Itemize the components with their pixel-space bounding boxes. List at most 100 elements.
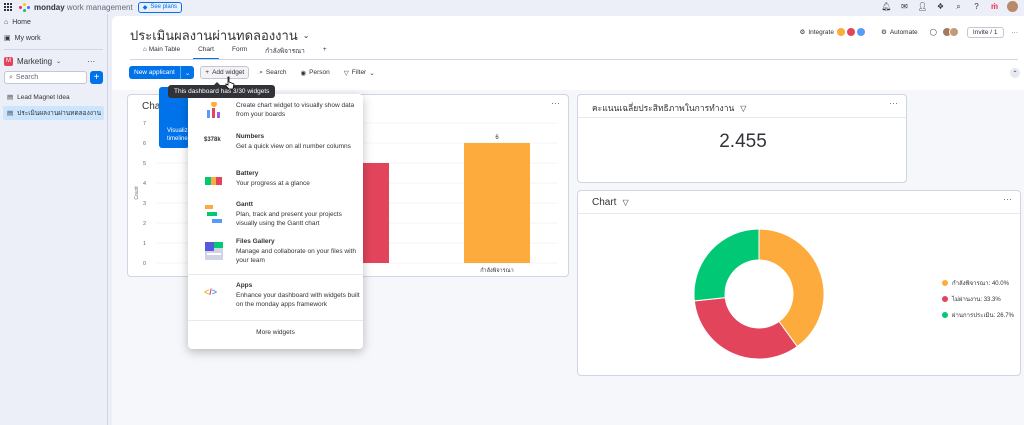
board-icon: ▤: [7, 110, 14, 117]
chevron-down-icon: ⌄: [56, 58, 62, 65]
bell-icon[interactable]: 🔔︎: [881, 2, 892, 11]
tab-chart[interactable]: Chart: [189, 44, 223, 60]
more-icon[interactable]: ···: [1011, 28, 1019, 36]
search-button[interactable]: ⌕ Search: [259, 68, 287, 77]
gantt-widget-icon: [204, 204, 224, 223]
apps-icon[interactable]: ❖: [936, 2, 945, 11]
new-applicant-button[interactable]: New applicant ⌄: [129, 66, 195, 79]
help-icon[interactable]: ?: [974, 2, 979, 11]
legend-swatch: [942, 296, 948, 302]
widget-option-apps[interactable]: </> Apps Enhance your dashboard with wid…: [204, 282, 360, 308]
automate-button[interactable]: ⚙ Automate: [880, 28, 918, 37]
board-header: ประเมินผลงานผ่านทดลองงาน ⌄ ⚙ Integrate ⚙…: [112, 16, 1024, 90]
widget-title: Chart ▽: [592, 197, 629, 208]
inbox-icon[interactable]: ✉: [901, 2, 908, 11]
person-filter-button[interactable]: ◉ Person: [300, 69, 330, 77]
app-switcher-icon[interactable]: [4, 3, 12, 11]
chevron-down-icon[interactable]: ⌄: [179, 66, 194, 79]
chevron-down-icon: ⌄: [369, 69, 375, 77]
widget-option-chart[interactable]: Create chart widget to visually show dat…: [188, 100, 363, 132]
widget-title: คะแนนเฉลี่ยประสิทธิภาพในการทำงาน ▽: [592, 103, 747, 113]
workspace-selector[interactable]: M Marketing ⌄ ···: [4, 56, 96, 66]
integrate-button[interactable]: ⚙ Integrate: [795, 26, 869, 38]
legend-label: ไม่ผ่านงาน: 33.3%: [952, 297, 1001, 303]
brand-name: monday work management: [34, 2, 133, 12]
divider: [188, 320, 363, 321]
divider: [578, 213, 1020, 214]
widget-option-battery[interactable]: Battery Your progress at a glance: [188, 170, 363, 202]
widget-menu-icon[interactable]: ···: [551, 98, 560, 108]
y-tick-label: 2: [143, 221, 146, 227]
legend-label: ผ่านการประเมิน: 26.7%: [952, 313, 1014, 319]
y-tick-label: 7: [143, 121, 146, 127]
y-tick-label: 4: [143, 181, 146, 187]
divider: [4, 49, 103, 50]
invite-button[interactable]: Invite / 1: [966, 26, 1004, 38]
chevron-down-icon: ⌄: [302, 31, 310, 40]
sidebar-item-my-work[interactable]: ▣ My work: [4, 34, 41, 43]
legend-item[interactable]: ไม่ผ่านงาน: 33.3%: [942, 294, 1001, 304]
donut-chart: [693, 228, 825, 360]
sidebar-board-lead-magnet[interactable]: ▤ Lead Magnet Idea: [7, 93, 70, 102]
data-label: 6: [495, 135, 499, 141]
tab-form[interactable]: Form: [231, 46, 248, 53]
pie-slice: [693, 297, 798, 360]
legend-item[interactable]: ผ่านการประเมิน: 26.7%: [942, 310, 1014, 320]
chart-widget-icon: [204, 101, 224, 120]
widget-option-gantt[interactable]: Gantt Plan, track and present your proje…: [188, 201, 363, 233]
view-tabs: ⌂ Main Table Chart Form กำลังพิจารณา +: [134, 44, 336, 60]
invite-members-icon[interactable]: 👤︎: [917, 2, 928, 11]
see-plans-button[interactable]: ◆ See plans: [137, 1, 183, 13]
board-title[interactable]: ประเมินผลงานผ่านทดลองงาน ⌄: [130, 28, 310, 43]
add-widget-button[interactable]: + Add widget: [200, 66, 250, 79]
legend-label: กำลังพิจารณา: 40.0%: [952, 281, 1009, 287]
diamond-icon: ◆: [142, 4, 148, 11]
collapse-header-button[interactable]: ⌃: [1010, 68, 1020, 78]
more-widgets-link[interactable]: More widgets: [256, 329, 295, 336]
search-icon[interactable]: ⌕: [956, 1, 961, 11]
filter-icon: ▽: [343, 69, 349, 77]
robot-icon: ⚙: [880, 29, 887, 36]
widget-count-tooltip: This dashboard has 3/30 widgets: [168, 82, 276, 98]
monday-logo-icon[interactable]: ṁ: [990, 2, 999, 11]
bar: [464, 143, 530, 263]
add-widget-menu: Create chart widget to visually show dat…: [188, 94, 363, 349]
pie-chart-widget: Chart ▽ ··· กำลังพิจารณา: 40.0% ไม่ผ่านงา…: [577, 190, 1021, 376]
tab-main-table[interactable]: ⌂ Main Table: [143, 46, 181, 53]
filter-button[interactable]: ▽ Filter ⌄: [343, 69, 375, 77]
battery-widget-icon: [204, 172, 224, 190]
widget-menu-icon[interactable]: ···: [1003, 194, 1012, 204]
filter-icon[interactable]: ▽: [622, 198, 629, 207]
avatar[interactable]: [1007, 1, 1018, 12]
plus-icon: +: [205, 69, 210, 76]
sidebar-board-evaluation[interactable]: ▤ ประเมินผลงานผ่านทดลองงาน: [3, 106, 104, 120]
search-icon: ⌕: [9, 73, 13, 81]
widget-title: Cha: [142, 101, 161, 112]
pie-slice: [758, 228, 825, 348]
home-icon: ⌂: [143, 46, 147, 53]
number-value: 2.455: [719, 131, 767, 152]
filter-icon[interactable]: ▽: [740, 103, 747, 113]
board-members[interactable]: [941, 27, 959, 37]
sidebar-search-input[interactable]: ⌕ Search: [4, 71, 87, 84]
pie-slice: [693, 228, 760, 302]
y-tick-label: 1: [143, 241, 146, 247]
divider: [130, 59, 1018, 60]
more-icon[interactable]: ···: [87, 56, 96, 66]
add-view-button[interactable]: +: [322, 46, 327, 53]
widget-option-files-gallery[interactable]: Files Gallery Manage and collaborate on …: [188, 238, 363, 270]
tab-pending[interactable]: กำลังพิจารณา: [265, 48, 305, 55]
widget-menu-icon[interactable]: ···: [889, 98, 898, 108]
legend-swatch: [942, 280, 948, 286]
integration-icons: [836, 28, 865, 36]
add-item-button[interactable]: +: [90, 71, 103, 84]
files-gallery-icon: [204, 241, 224, 260]
sidebar-item-home[interactable]: ⌂ Home: [4, 18, 31, 26]
widget-option-numbers[interactable]: $378k Numbers Get a quick view on all nu…: [188, 133, 363, 165]
y-tick-label: 6: [143, 141, 146, 147]
legend-item[interactable]: กำลังพิจารณา: 40.0%: [942, 278, 1009, 288]
y-tick-label: 3: [143, 201, 146, 207]
chat-icon[interactable]: ◯: [929, 29, 937, 36]
top-bar: monday work management ◆ See plans 🔔︎ ✉ …: [0, 0, 1024, 14]
legend-swatch: [942, 312, 948, 318]
